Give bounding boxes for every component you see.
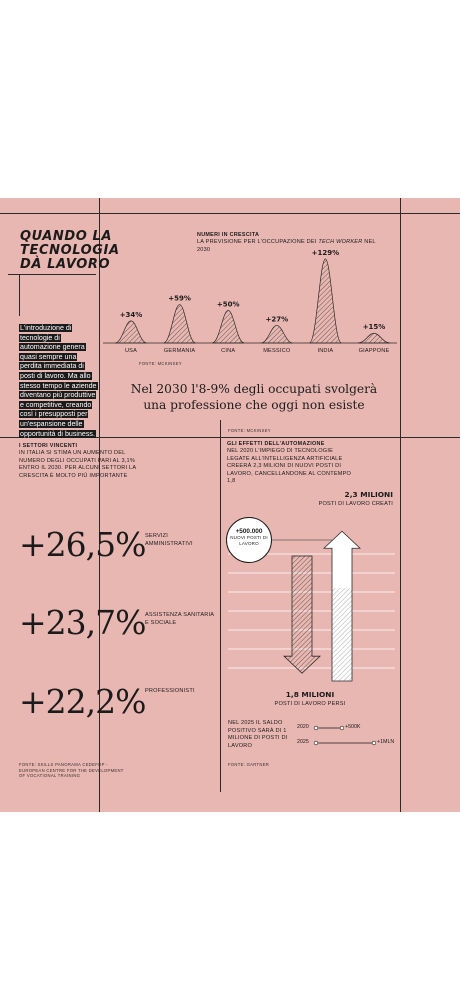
growth-source: Fonte: McKinsey bbox=[139, 361, 182, 366]
balance-value-2020: +500K bbox=[345, 724, 361, 730]
automation-body: Nel 2020 l'impiego di tecnologie legate … bbox=[227, 448, 352, 484]
title-accent-line bbox=[19, 274, 20, 316]
section-rule bbox=[0, 437, 460, 438]
bubble-label: Nuovi posti di lavoro bbox=[230, 535, 268, 546]
growth-heading: Numeri in crescita bbox=[197, 232, 260, 238]
sectors-source: Fonte: Skills Panorama Cedefop - Europea… bbox=[19, 762, 124, 779]
balance-year-2025: 2025 bbox=[297, 739, 309, 745]
growth-chart-heading: Numeri in crescita La previsione per l'o… bbox=[197, 232, 377, 254]
sector-value-3: +22,2% bbox=[19, 682, 146, 721]
created-value: 2,3 milioni bbox=[344, 490, 393, 499]
automation-block: Gli effetti dell'automazione Nel 2020 l'… bbox=[227, 441, 357, 486]
lost-block: 1,8 milioni Posti di lavoro persi bbox=[260, 690, 360, 709]
headline-quote: Nel 2030 l'8-9% degli occupati svolgerà … bbox=[104, 381, 404, 413]
sector-label-1: Servizi amministrativi bbox=[145, 533, 193, 547]
sector-value-2: +23,7% bbox=[19, 603, 146, 642]
sectors-heading: I settori vincenti bbox=[19, 443, 78, 449]
growth-subtitle: La previsione per l'occupazione dei tech… bbox=[197, 239, 377, 254]
quote-source: Fonte: McKinsey bbox=[228, 428, 271, 433]
automation-heading: Gli effetti dell'automazione bbox=[227, 441, 325, 447]
bubble-value: +500.000 bbox=[235, 528, 263, 535]
sectors-block: I settori vincenti In Italia si stima un… bbox=[19, 443, 137, 480]
quote-line-1: Nel 2030 l'8-9% degli occupati svolgerà bbox=[130, 382, 378, 396]
created-block: 2,3 milioni Posti di lavoro creati bbox=[301, 490, 393, 509]
page-title: Quando la tecnologia dà lavoro bbox=[20, 230, 150, 272]
balance-value-2025: +1MLN bbox=[377, 739, 395, 745]
balance-year-2020: 2020 bbox=[297, 724, 309, 730]
frame-line-left bbox=[99, 198, 100, 812]
sector-value-1: +26,5% bbox=[19, 525, 146, 564]
growth-subtitle-em: tech worker bbox=[318, 239, 363, 245]
net-jobs-bubble: +500.000 Nuovi posti di lavoro bbox=[226, 517, 272, 563]
balance-source: Fonte: Gartner bbox=[228, 762, 270, 767]
title-rule bbox=[8, 274, 96, 275]
intro-paragraph: L'introduzione di tecnologie di automazi… bbox=[19, 324, 98, 439]
title-line-2: tecnologia bbox=[20, 243, 120, 258]
title-line-3: dà lavoro bbox=[20, 257, 111, 272]
frame-line-top bbox=[0, 213, 460, 214]
sector-label-2: Assistenza sanitaria e sociale bbox=[145, 612, 214, 626]
growth-subtitle-post: nel 2030 bbox=[197, 239, 376, 253]
frame-line-middle bbox=[220, 420, 221, 792]
growth-subtitle-pre: La previsione per l'occupazione dei bbox=[197, 239, 317, 245]
frame-line-right bbox=[400, 198, 401, 812]
infographic-page bbox=[0, 198, 460, 812]
lost-value: 1,8 milioni bbox=[285, 690, 335, 699]
quote-line-2: una professione che oggi non esiste bbox=[143, 398, 365, 412]
created-label: Posti di lavoro creati bbox=[318, 501, 393, 507]
sectors-body: In Italia si stima un aumento del numero… bbox=[19, 450, 136, 479]
title-line-1: Quando la bbox=[20, 229, 113, 244]
sector-label-3: Professionisti bbox=[145, 688, 195, 694]
balance-text: Nel 2025 il saldo positivo sarà di 1 mil… bbox=[228, 720, 288, 749]
lost-label: Posti di lavoro persi bbox=[274, 701, 346, 707]
intro-text: L'introduzione di tecnologie di automazi… bbox=[19, 324, 98, 438]
